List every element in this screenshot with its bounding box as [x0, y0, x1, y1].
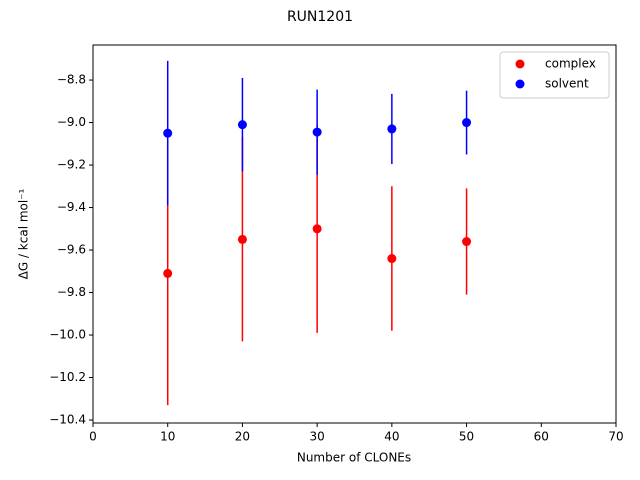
x-axis-label: Number of CLONEs: [297, 451, 411, 465]
y-tick-label: −9.6: [57, 243, 86, 257]
chart-title: RUN1201: [287, 9, 353, 25]
y-tick-label: −10.4: [49, 413, 86, 427]
y-tick-label: −10.2: [49, 370, 86, 384]
x-tick-label: 0: [89, 430, 97, 444]
y-tick-label: −9.8: [57, 285, 86, 299]
point: [387, 124, 397, 134]
legend-marker: [515, 59, 525, 69]
legend-label: complex: [545, 57, 596, 71]
x-tick-label: 30: [310, 430, 325, 444]
y-tick-label: −9.2: [57, 158, 86, 172]
x-tick-label: 70: [608, 430, 623, 444]
y-tick-label: −9.4: [57, 200, 86, 214]
legend-marker: [515, 79, 525, 89]
legend-label: solvent: [545, 77, 589, 91]
axes-frame: [92, 44, 617, 424]
point: [163, 268, 173, 278]
x-tick-label: 60: [534, 430, 549, 444]
x-tick-label: 10: [160, 430, 175, 444]
x-tick-label: 50: [459, 430, 474, 444]
y-axis-label: ΔG / kcal mol⁻¹: [17, 188, 31, 279]
legend-box: [499, 51, 610, 99]
point: [462, 118, 472, 128]
y-tick-label: −9.0: [57, 115, 86, 129]
x-tick-label: 40: [384, 430, 399, 444]
point: [237, 120, 247, 130]
y-tick-label: −10.0: [49, 328, 86, 342]
point: [312, 127, 322, 137]
y-tick-label: −8.8: [57, 73, 86, 87]
point: [237, 234, 247, 244]
point: [387, 254, 397, 264]
x-tick-label: 20: [235, 430, 250, 444]
point: [312, 224, 322, 234]
point: [462, 237, 472, 247]
point: [163, 128, 173, 138]
